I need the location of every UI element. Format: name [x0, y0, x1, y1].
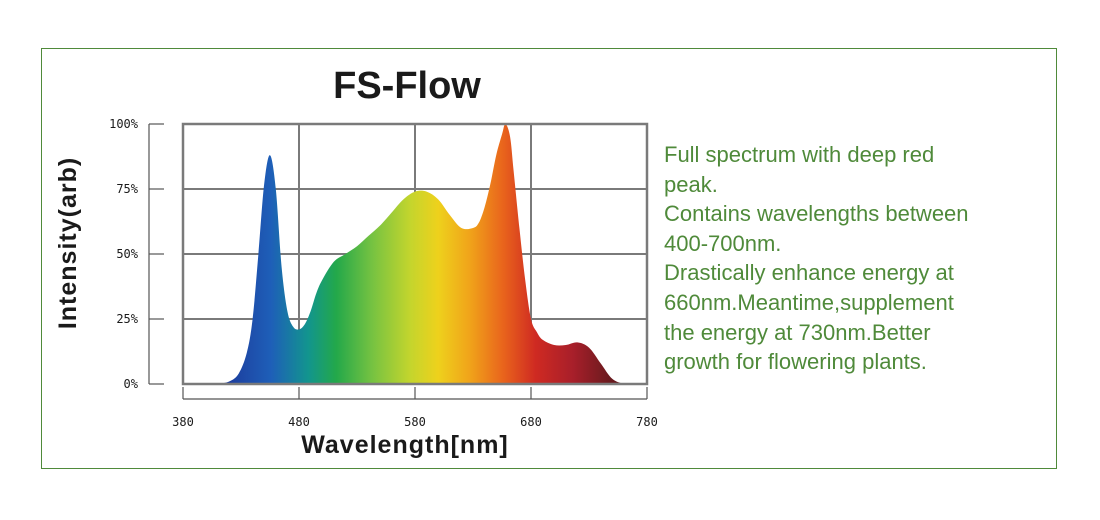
x-tick-label: 480: [288, 415, 310, 429]
description-line: peak.: [664, 171, 718, 197]
y-tick-labels: 0% 25% 50% 75% 100%: [109, 117, 139, 391]
x-tick-label: 780: [636, 415, 658, 429]
content-frame: [41, 48, 1057, 469]
y-tick-label: 50%: [116, 247, 138, 261]
chart-title: FS-Flow: [333, 65, 481, 107]
x-tick-labels: 380 480 580 680 780: [172, 415, 658, 429]
x-axis-label: Wavelength[nm]: [301, 431, 509, 459]
description-line: Drastically enhance energy at: [664, 260, 954, 286]
spectrum-area: [217, 123, 624, 385]
y-tick-label: 100%: [109, 117, 139, 131]
y-tick-label: 25%: [116, 312, 138, 326]
x-tick-label: 380: [172, 415, 194, 429]
y-axis-label: Intensity(arb): [54, 157, 82, 329]
description-text: Full spectrum with deep red peak. Contai…: [664, 140, 1044, 377]
y-tick-label: 75%: [116, 182, 138, 196]
x-tick-label: 580: [404, 415, 426, 429]
description-line: Contains wavelengths between: [664, 201, 969, 227]
description-line: 400-700nm.: [664, 230, 782, 256]
description-line: 660nm.Meantime,supplement: [664, 289, 954, 315]
description-line: Full spectrum with deep red: [664, 142, 935, 167]
description-line: the energy at 730nm.Better: [664, 319, 931, 345]
description-line: growth for flowering plants.: [664, 349, 927, 375]
axes: [148, 123, 648, 400]
x-tick-label: 680: [520, 415, 542, 429]
plot-frame: [181, 122, 649, 386]
y-tick-label: 0%: [124, 377, 139, 391]
